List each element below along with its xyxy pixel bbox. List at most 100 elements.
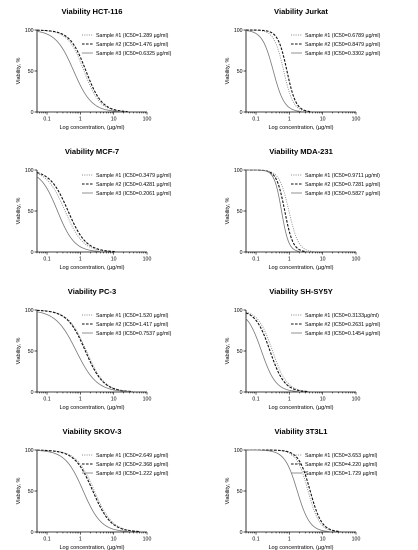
legend-entry: Sample #1 (IC50=3.653 µg/ml) bbox=[305, 453, 378, 459]
legend-entry: Sample #2 (IC50=0.2631 µg/ml) bbox=[305, 322, 381, 328]
y-tick-label: 50 bbox=[237, 209, 243, 215]
legend-entry: Sample #1 (IC50=0.6789 µg/ml) bbox=[305, 33, 381, 39]
chart-title: Viability 3T3L1 bbox=[274, 427, 328, 436]
x-tick-label: 0.1 bbox=[252, 117, 259, 123]
x-axis-label: Log concentration, (µg/ml) bbox=[268, 405, 333, 411]
x-axis-label: Log concentration, (µg/ml) bbox=[268, 125, 333, 131]
legend-entry: Sample #1 (IC50=0.3133µg/ml) bbox=[305, 313, 379, 319]
x-tick-label: 10 bbox=[320, 257, 326, 263]
y-tick-label: 50 bbox=[28, 209, 34, 215]
chart-panel-6: Viability SH-SY5Y 0 50 100 0.1 1 10 100 Log conc… bbox=[225, 287, 381, 411]
x-tick-label: 10 bbox=[111, 117, 117, 123]
series-line-sample-2 bbox=[36, 309, 133, 393]
x-tick-label: 0.1 bbox=[252, 257, 259, 263]
x-tick-label: 10 bbox=[111, 537, 117, 543]
x-tick-label: 1 bbox=[288, 257, 291, 263]
series-line-sample-1 bbox=[245, 311, 311, 393]
chart-panel-1: Viability HCT-116 0 50 100 0.1 1 10 100 Log conc… bbox=[16, 7, 172, 131]
x-tick-label: 10 bbox=[111, 397, 117, 403]
series-line-sample-2 bbox=[36, 449, 140, 533]
y-axis-label: Viability, % bbox=[16, 478, 22, 505]
chart-title: Viability MCF-7 bbox=[65, 147, 119, 156]
legend-entry: Sample #3 (IC50=1.222 µg/ml) bbox=[96, 471, 169, 477]
legend-entry: Sample #3 (IC50=0.3302 µg/ml) bbox=[305, 51, 381, 57]
x-tick-label: 100 bbox=[352, 117, 361, 123]
series-line-sample-3 bbox=[36, 176, 102, 253]
y-tick-label: 100 bbox=[25, 448, 34, 454]
x-tick-label: 0.1 bbox=[43, 117, 50, 123]
x-tick-label: 10 bbox=[320, 537, 326, 543]
y-tick-label: 0 bbox=[240, 390, 243, 396]
y-axis-label: Viability, % bbox=[225, 58, 231, 85]
y-tick-label: 0 bbox=[31, 250, 34, 256]
legend-entry: Sample #3 (IC50=0.2061 µg/ml) bbox=[96, 191, 172, 197]
x-tick-label: 0.1 bbox=[43, 397, 50, 403]
y-tick-label: 100 bbox=[25, 168, 34, 174]
legend-entry: Sample #3 (IC50=0.5827 µg/ml) bbox=[305, 191, 381, 197]
chart-panel-2: Viability Jurkat 0 50 100 0.1 1 10 100 Log conce… bbox=[225, 7, 381, 131]
legend-entry: Sample #3 (IC50=0.6325 µg/ml) bbox=[96, 51, 172, 57]
y-tick-label: 100 bbox=[234, 448, 243, 454]
y-axis-label: Viability, % bbox=[225, 338, 231, 365]
y-axis-label: Viability, % bbox=[16, 338, 22, 365]
x-tick-label: 100 bbox=[352, 397, 361, 403]
legend-entry: Sample #3 (IC50=0.7537 µg/ml) bbox=[96, 331, 172, 337]
legend-entry: Sample #1 (IC50=1.289 µg/ml) bbox=[96, 33, 169, 39]
x-tick-label: 0.1 bbox=[252, 537, 259, 543]
legend-entry: Sample #2 (IC50=4.220 µg/ml) bbox=[305, 462, 378, 468]
y-tick-label: 50 bbox=[28, 489, 34, 495]
y-tick-label: 0 bbox=[31, 390, 34, 396]
x-tick-label: 100 bbox=[143, 257, 152, 263]
x-axis-label: Log concentration, (µg/ml) bbox=[59, 125, 124, 131]
x-axis-label: Log concentration, (µg/ml) bbox=[59, 265, 124, 271]
x-axis-label: Log concentration, (µg/ml) bbox=[59, 405, 124, 411]
series-line-sample-3 bbox=[245, 30, 303, 113]
chart-panel-4: Viability MDA-231 0 50 100 0.1 1 10 100 Log conc… bbox=[225, 147, 381, 271]
x-tick-label: 100 bbox=[143, 117, 152, 123]
legend-entry: Sample #2 (IC50=1.476 µg/ml) bbox=[96, 42, 169, 48]
x-tick-label: 10 bbox=[320, 397, 326, 403]
legend-entry: Sample #3 (IC50=0.1454 µg/ml) bbox=[305, 331, 381, 337]
y-tick-label: 0 bbox=[240, 250, 243, 256]
legend-entry: Sample #1 (IC50=0.3479 µg/ml) bbox=[96, 173, 172, 179]
x-tick-label: 1 bbox=[79, 397, 82, 403]
x-tick-label: 100 bbox=[143, 397, 152, 403]
chart-panel-7: Viability SKOV-3 0 50 100 0.1 1 10 100 Log conce… bbox=[16, 427, 169, 550]
y-tick-label: 100 bbox=[234, 308, 243, 314]
y-tick-label: 0 bbox=[31, 110, 34, 116]
y-tick-label: 50 bbox=[28, 69, 34, 75]
chart-title: Viability Jurkat bbox=[274, 7, 328, 16]
y-axis-label: Viability, % bbox=[225, 198, 231, 225]
series-line-sample-2 bbox=[36, 29, 129, 113]
series-line-sample-3 bbox=[36, 311, 130, 393]
y-axis-label: Viability, % bbox=[16, 198, 22, 225]
y-tick-label: 50 bbox=[237, 349, 243, 355]
y-tick-label: 50 bbox=[237, 489, 243, 495]
series-line-sample-3 bbox=[245, 449, 331, 533]
y-tick-label: 50 bbox=[28, 349, 34, 355]
series-line-sample-3 bbox=[245, 169, 301, 253]
series-line-sample-2 bbox=[246, 29, 311, 113]
y-tick-label: 0 bbox=[240, 530, 243, 536]
chart-panel-8: Viability 3T3L1 0 50 100 0.1 1 10 100 Log concen… bbox=[225, 427, 378, 550]
x-tick-label: 0.1 bbox=[43, 257, 50, 263]
x-tick-label: 10 bbox=[111, 257, 117, 263]
x-tick-label: 1 bbox=[288, 117, 291, 123]
chart-panel-3: Viability MCF-7 0 50 100 0.1 1 10 100 Log concen… bbox=[16, 147, 172, 271]
legend-entry: Sample #2 (IC50=1.417 µg/ml) bbox=[96, 322, 169, 328]
series-line-sample-1 bbox=[246, 169, 315, 253]
x-tick-label: 100 bbox=[352, 257, 361, 263]
y-axis-label: Viability, % bbox=[225, 478, 231, 505]
x-axis-label: Log concentration, (µg/ml) bbox=[268, 545, 333, 550]
x-tick-label: 1 bbox=[79, 257, 82, 263]
y-tick-label: 0 bbox=[31, 530, 34, 536]
y-tick-label: 100 bbox=[234, 28, 243, 34]
x-tick-label: 0.1 bbox=[252, 397, 259, 403]
series-line-sample-2 bbox=[245, 312, 308, 393]
series-line-sample-1 bbox=[36, 449, 142, 533]
x-tick-label: 100 bbox=[352, 537, 361, 543]
chart-title: Viability PC-3 bbox=[68, 287, 116, 296]
legend-entry: Sample #1 (IC50=2.649 µg/ml) bbox=[96, 453, 169, 459]
y-tick-label: 50 bbox=[237, 69, 243, 75]
